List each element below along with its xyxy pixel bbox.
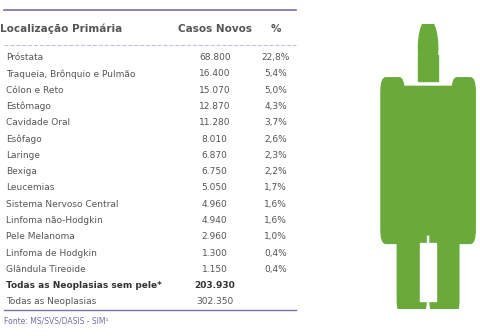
Text: Casos Novos: Casos Novos (177, 24, 251, 34)
Text: Cólon e Reto: Cólon e Reto (6, 86, 63, 95)
Text: %: % (270, 24, 280, 34)
Text: 2,3%: 2,3% (264, 151, 286, 160)
Text: 4,3%: 4,3% (264, 102, 286, 111)
Text: Esôfago: Esôfago (6, 134, 41, 144)
Text: 1,0%: 1,0% (264, 232, 287, 241)
FancyBboxPatch shape (420, 244, 435, 301)
Text: Localização Primária: Localização Primária (0, 24, 121, 34)
Text: 68.800: 68.800 (198, 53, 230, 62)
Text: Pele Melanoma: Pele Melanoma (6, 232, 74, 241)
Text: Fonte: MS/SVS/DASIS - SIM¹: Fonte: MS/SVS/DASIS - SIM¹ (4, 317, 108, 326)
FancyBboxPatch shape (418, 55, 437, 81)
Text: 2,6%: 2,6% (264, 134, 286, 143)
Text: 203.930: 203.930 (194, 281, 235, 290)
Text: 6.870: 6.870 (201, 151, 227, 160)
Text: Leucemias: Leucemias (6, 183, 54, 193)
Text: 5.050: 5.050 (201, 183, 227, 193)
Text: Cavidade Oral: Cavidade Oral (6, 118, 70, 127)
Text: 1,7%: 1,7% (264, 183, 287, 193)
Text: 2,2%: 2,2% (264, 167, 286, 176)
Text: Laringe: Laringe (6, 151, 40, 160)
Text: 11.280: 11.280 (199, 118, 230, 127)
Text: 3,7%: 3,7% (264, 118, 287, 127)
Text: 1.300: 1.300 (201, 249, 227, 258)
Text: 4.960: 4.960 (202, 200, 227, 209)
Text: 1,6%: 1,6% (264, 200, 287, 209)
Text: Glândula Tireoide: Glândula Tireoide (6, 265, 85, 274)
Text: Todas as Neoplasias: Todas as Neoplasias (6, 297, 96, 306)
Text: 15.070: 15.070 (198, 86, 230, 95)
FancyBboxPatch shape (396, 195, 458, 235)
Text: Linfoma de Hodgkin: Linfoma de Hodgkin (6, 249, 96, 258)
Circle shape (418, 19, 437, 76)
Text: Próstata: Próstata (6, 53, 43, 62)
Text: Linfoma não-Hodgkin: Linfoma não-Hodgkin (6, 216, 102, 225)
Text: Bexiga: Bexiga (6, 167, 36, 176)
Text: 0,4%: 0,4% (264, 249, 286, 258)
Polygon shape (391, 86, 464, 132)
Text: Traqueia, Brônquio e Pulmão: Traqueia, Brônquio e Pulmão (6, 69, 135, 79)
FancyBboxPatch shape (380, 78, 403, 243)
FancyBboxPatch shape (429, 209, 458, 312)
FancyBboxPatch shape (402, 126, 452, 172)
Text: Todas as Neoplasias sem pele*: Todas as Neoplasias sem pele* (6, 281, 161, 290)
Text: 2.960: 2.960 (202, 232, 227, 241)
Text: 22,8%: 22,8% (261, 53, 289, 62)
FancyBboxPatch shape (396, 209, 425, 312)
Text: 1.150: 1.150 (201, 265, 227, 274)
Text: 0,4%: 0,4% (264, 265, 286, 274)
Text: 6.750: 6.750 (201, 167, 227, 176)
Text: Sistema Nervoso Central: Sistema Nervoso Central (6, 200, 118, 209)
Text: Estômago: Estômago (6, 102, 50, 111)
Text: 302.350: 302.350 (196, 297, 233, 306)
Text: 12.870: 12.870 (199, 102, 230, 111)
FancyBboxPatch shape (402, 166, 452, 206)
Text: 8.010: 8.010 (201, 134, 227, 143)
Text: 5,0%: 5,0% (264, 86, 287, 95)
Text: 4.940: 4.940 (202, 216, 227, 225)
Text: 5,4%: 5,4% (264, 69, 286, 78)
Text: 16.400: 16.400 (199, 69, 230, 78)
FancyBboxPatch shape (451, 78, 474, 243)
Text: 1,6%: 1,6% (264, 216, 287, 225)
